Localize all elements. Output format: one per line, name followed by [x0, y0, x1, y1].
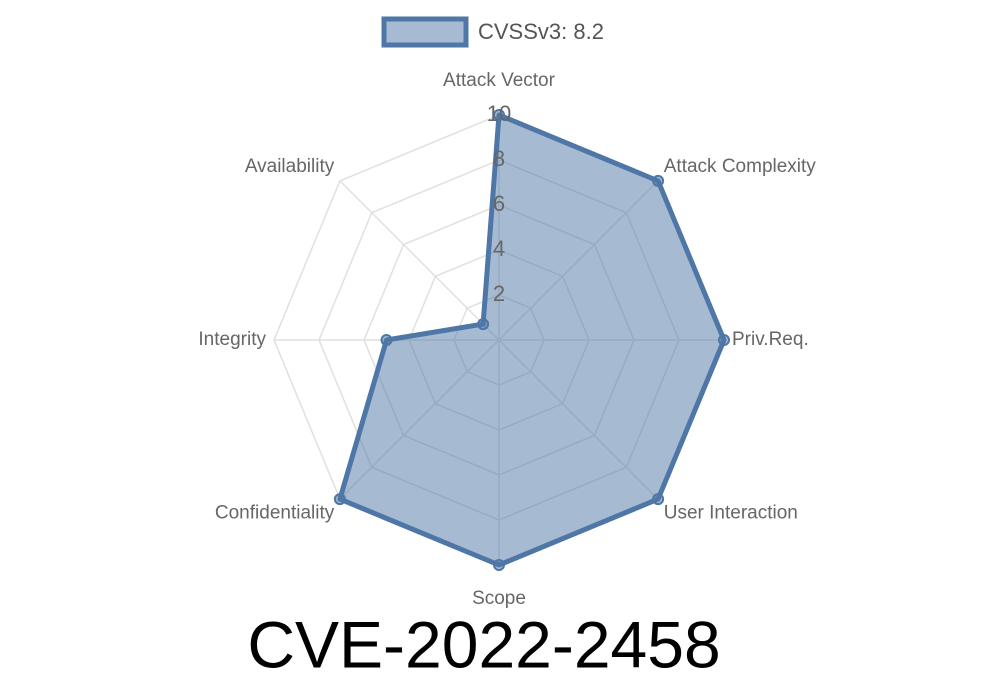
category-label: Attack Vector: [443, 70, 556, 91]
r-tick-label: 4: [493, 236, 505, 261]
data-point: [652, 493, 665, 506]
category-label: User Interaction: [664, 502, 798, 523]
data-point: [652, 174, 665, 187]
legend-label: CVSSv3: 8.2: [478, 19, 604, 44]
category-label: Priv.Req.: [732, 329, 809, 350]
data-point: [477, 318, 490, 331]
spoke: [339, 180, 500, 341]
data-point: [493, 559, 505, 571]
category-label: Integrity: [198, 329, 266, 350]
category-label: Attack Complexity: [664, 156, 817, 177]
r-tick-label: 8: [493, 146, 505, 171]
legend-swatch: [381, 16, 469, 48]
r-tick-label: 6: [493, 191, 505, 216]
r-tick-label: 10: [487, 101, 511, 126]
data-point: [333, 493, 346, 506]
category-label: Scope: [472, 588, 526, 609]
category-label: Confidentiality: [215, 502, 335, 523]
r-tick-label: 2: [493, 281, 505, 306]
data-point: [380, 334, 393, 346]
data-point: [493, 109, 505, 121]
data-point: [718, 334, 730, 346]
series-area: [337, 112, 727, 568]
category-label: Availability: [245, 156, 335, 177]
chart-title: CVE-2022-2458: [247, 607, 720, 681]
